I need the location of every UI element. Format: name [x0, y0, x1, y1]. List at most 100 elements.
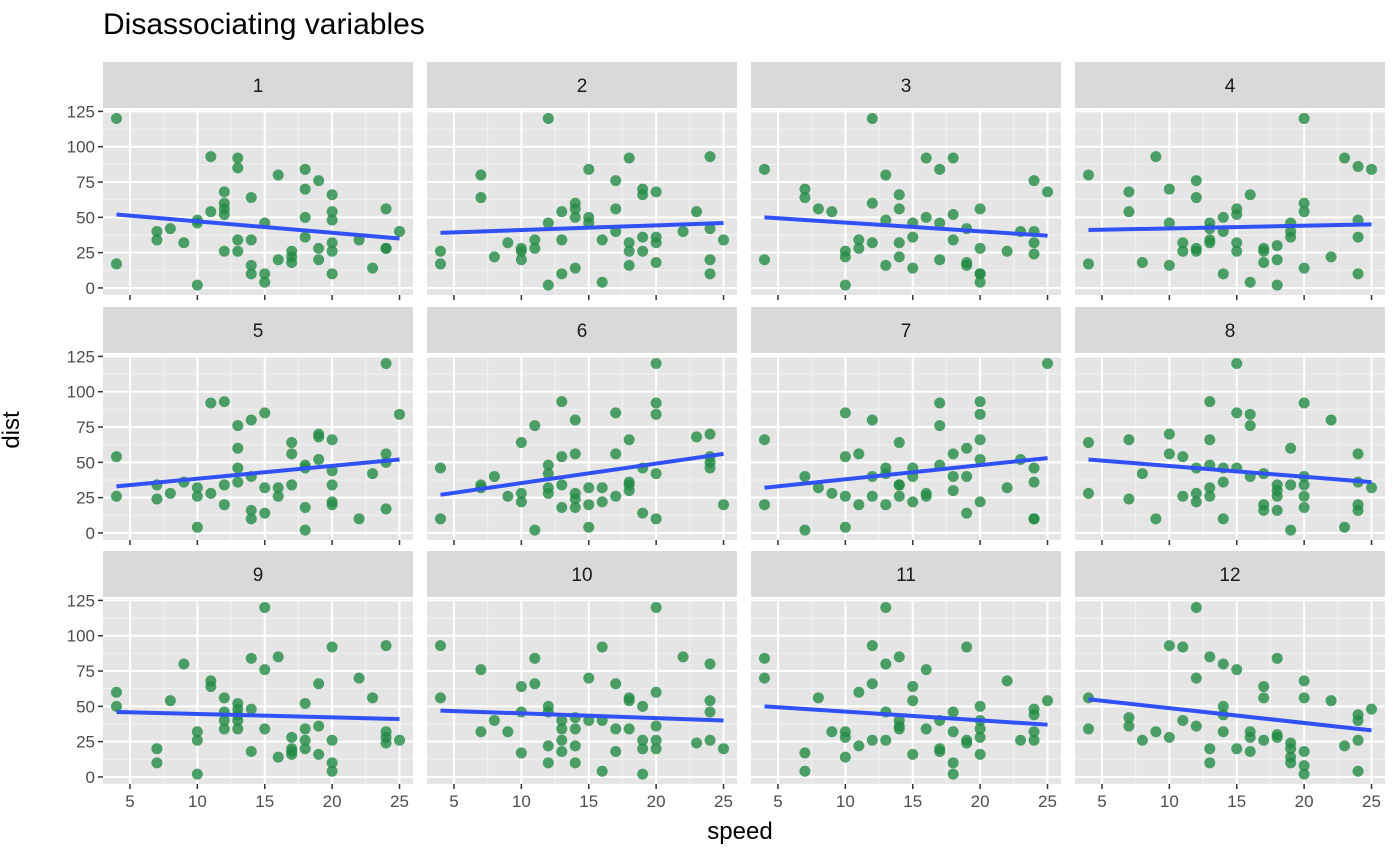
panel-background	[427, 599, 737, 784]
data-point	[934, 420, 946, 432]
data-point	[1258, 681, 1270, 693]
data-point	[515, 747, 527, 759]
trend-line	[1088, 697, 1372, 733]
data-point	[1028, 476, 1040, 488]
data-point	[286, 437, 298, 449]
data-point	[637, 245, 649, 257]
data-point	[758, 434, 770, 446]
data-point	[556, 479, 568, 491]
data-point	[947, 726, 959, 738]
data-point	[542, 757, 554, 769]
data-point	[245, 504, 257, 516]
panel-background	[1075, 355, 1385, 540]
data-point	[1042, 357, 1054, 369]
data-point	[1163, 640, 1175, 652]
data-point	[232, 420, 244, 432]
data-point	[961, 259, 973, 271]
data-point	[380, 737, 392, 749]
data-point	[637, 768, 649, 780]
data-point	[880, 734, 892, 746]
data-point	[1325, 695, 1337, 707]
facet-label: 11	[896, 565, 916, 586]
data-point	[1204, 237, 1216, 249]
data-point	[151, 225, 163, 237]
facet-label: 9	[253, 565, 264, 586]
data-point	[853, 499, 865, 511]
data-point	[974, 496, 986, 508]
data-point	[1015, 734, 1027, 746]
y-tick-label: 0	[86, 768, 95, 787]
y-tick-label: 50	[76, 208, 95, 227]
data-point	[839, 407, 851, 419]
data-point	[1231, 407, 1243, 419]
y-tick-label: 125	[67, 102, 95, 121]
facet-strip	[103, 551, 413, 597]
data-point	[839, 451, 851, 463]
x-tick-label: 25	[390, 792, 409, 811]
data-point	[799, 524, 811, 536]
panel-background	[751, 599, 1061, 784]
data-point	[1177, 245, 1189, 257]
data-point	[974, 268, 986, 280]
data-point	[313, 720, 325, 732]
data-point	[1177, 237, 1189, 249]
data-point	[218, 723, 230, 735]
data-point	[1028, 709, 1040, 721]
data-point	[272, 169, 284, 181]
data-point	[947, 485, 959, 497]
data-point	[718, 499, 730, 511]
data-point	[853, 686, 865, 698]
data-point	[758, 163, 770, 175]
data-point	[313, 242, 325, 254]
trend-line	[116, 709, 400, 722]
data-point	[475, 726, 487, 738]
data-point	[232, 442, 244, 454]
data-point	[110, 112, 122, 124]
data-point	[610, 678, 622, 690]
x-tick-label: 25	[1362, 792, 1381, 811]
data-point	[1123, 493, 1135, 505]
x-tick-label: 15	[255, 792, 274, 811]
data-point	[299, 211, 311, 223]
facet-strip	[427, 307, 737, 353]
data-point	[434, 462, 446, 474]
data-point	[1042, 695, 1054, 707]
data-point	[1190, 487, 1202, 499]
data-point	[556, 723, 568, 735]
data-point	[542, 468, 554, 480]
x-tick-label: 15	[579, 792, 598, 811]
data-point	[326, 734, 338, 746]
data-point	[191, 482, 203, 494]
panel-background	[1075, 110, 1385, 295]
data-point	[758, 254, 770, 266]
data-point	[515, 437, 527, 449]
data-point	[934, 397, 946, 409]
data-point	[326, 268, 338, 280]
data-point	[259, 507, 271, 519]
panel-background	[427, 355, 737, 540]
data-point	[1298, 675, 1310, 687]
data-point	[205, 206, 217, 218]
facet-strip	[427, 62, 737, 108]
data-point	[650, 186, 662, 198]
data-point	[1204, 396, 1216, 408]
data-point	[1136, 257, 1148, 269]
data-point	[515, 487, 527, 499]
y-tick-label: 25	[76, 733, 95, 752]
data-point	[164, 487, 176, 499]
data-point	[583, 482, 595, 494]
data-point	[1352, 709, 1364, 721]
data-point	[569, 448, 581, 460]
data-point	[839, 279, 851, 291]
data-point	[1231, 357, 1243, 369]
data-point	[866, 237, 878, 249]
data-point	[475, 169, 487, 181]
data-point	[1258, 245, 1270, 257]
data-point	[637, 700, 649, 712]
data-point	[826, 206, 838, 218]
data-point	[1285, 743, 1297, 755]
data-point	[313, 428, 325, 440]
x-tick-label: 20	[647, 792, 666, 811]
data-point	[353, 672, 365, 684]
data-point	[245, 746, 257, 758]
